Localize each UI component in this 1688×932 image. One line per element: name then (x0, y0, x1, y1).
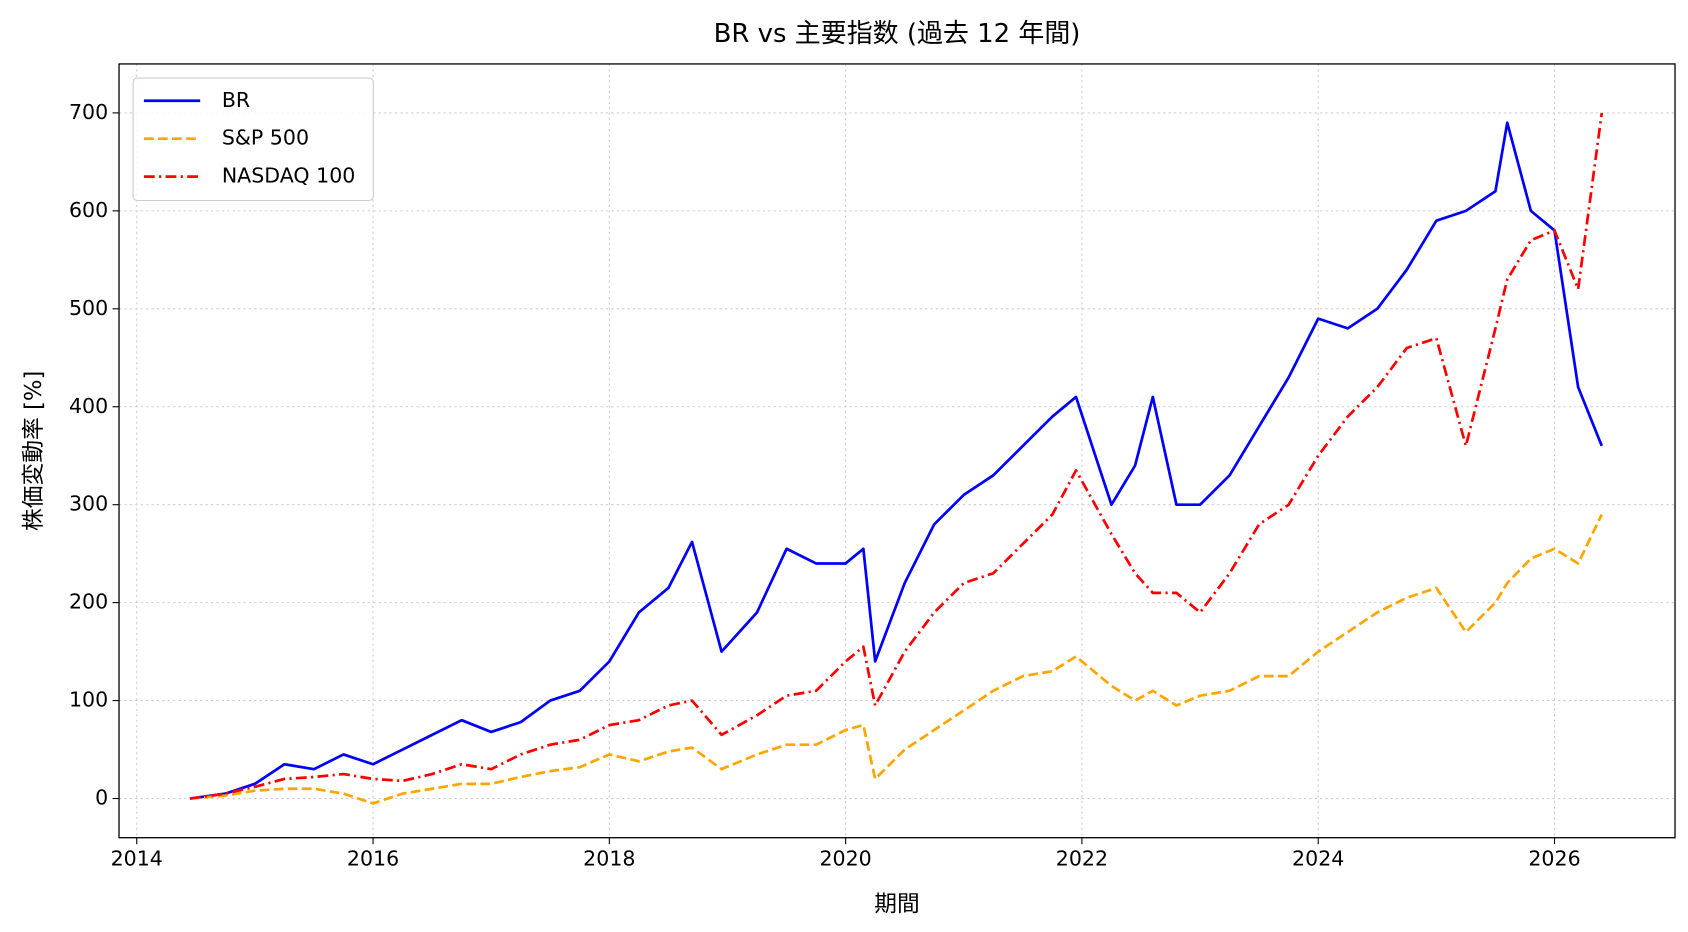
y-tick-label: 200 (69, 590, 108, 614)
legend-label: BR (222, 88, 250, 112)
y-axis-label: 株価変動率 [%] (21, 371, 47, 531)
y-tick-label: 300 (69, 492, 108, 516)
legend-label: NASDAQ 100 (222, 164, 356, 188)
x-tick-label: 2014 (111, 846, 163, 870)
x-tick-label: 2016 (347, 846, 399, 870)
legend-label: S&P 500 (222, 126, 309, 150)
x-tick-label: 2020 (819, 846, 871, 870)
series-line (189, 112, 1604, 800)
x-tick-label: 2018 (583, 846, 635, 870)
y-tick-label: 700 (69, 100, 108, 124)
series-line (189, 513, 1603, 805)
x-axis-label: 期間 (874, 891, 919, 917)
y-tick-label: 100 (69, 688, 108, 712)
legend: BR S&P 500 NASDAQ 100 (132, 77, 374, 202)
chart-title: BR vs 主要指数 (過去 12 年間) (714, 19, 1081, 49)
y-tick-label: 600 (69, 198, 108, 222)
plot-frame (118, 63, 1676, 839)
x-tick-label: 2024 (1292, 846, 1344, 870)
y-tick-label: 400 (69, 394, 108, 418)
y-tick-label: 0 (95, 786, 108, 810)
series-line (189, 121, 1604, 800)
x-tick-label: 2026 (1528, 846, 1580, 870)
legend-box (132, 77, 374, 202)
y-tick-label: 500 (69, 296, 108, 320)
x-tick-label: 2022 (1056, 846, 1108, 870)
